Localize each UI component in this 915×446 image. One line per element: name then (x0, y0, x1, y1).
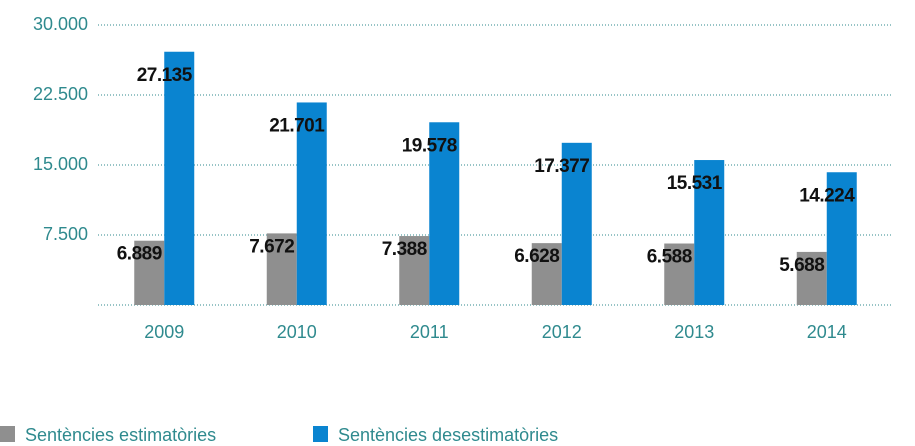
bar (664, 243, 695, 305)
value-label: 19.578 (402, 135, 457, 156)
value-label: 6.628 (514, 246, 559, 267)
bar (296, 102, 327, 305)
bar (134, 240, 165, 305)
legend-swatch (0, 426, 15, 442)
value-label: 7.388 (382, 239, 427, 260)
x-tick-label: 2011 (410, 322, 449, 342)
bar (531, 243, 562, 305)
bar (694, 160, 725, 305)
bar (561, 142, 592, 305)
y-tick-label: 7.500 (43, 224, 88, 244)
y-tick-label: 30.000 (33, 14, 88, 34)
value-label: 15.531 (667, 173, 723, 194)
value-label: 21.701 (269, 115, 325, 136)
bar (164, 51, 195, 305)
legend-swatch (313, 426, 328, 442)
value-label: 6.889 (117, 244, 162, 265)
value-label: 14.224 (799, 185, 855, 206)
x-tick-label: 2010 (277, 322, 317, 342)
bar (796, 251, 827, 305)
x-tick-label: 2013 (674, 322, 714, 342)
x-tick-label: 2014 (807, 322, 847, 342)
legend-label: Sentències estimatòries (25, 425, 216, 445)
value-label: 17.377 (534, 156, 589, 177)
x-tick-label: 2012 (542, 322, 582, 342)
legend-label: Sentències desestimatòries (338, 425, 558, 445)
y-tick-label: 22.500 (33, 84, 88, 104)
value-label: 6.588 (647, 247, 692, 268)
x-tick-label: 2009 (144, 322, 184, 342)
value-label: 27.135 (137, 65, 193, 86)
bar (399, 236, 430, 305)
bar (429, 122, 460, 305)
y-tick-label: 15.000 (33, 154, 88, 174)
bar (826, 172, 857, 305)
value-label: 5.688 (779, 255, 824, 276)
value-label: 7.672 (249, 236, 294, 257)
bar (266, 233, 297, 305)
